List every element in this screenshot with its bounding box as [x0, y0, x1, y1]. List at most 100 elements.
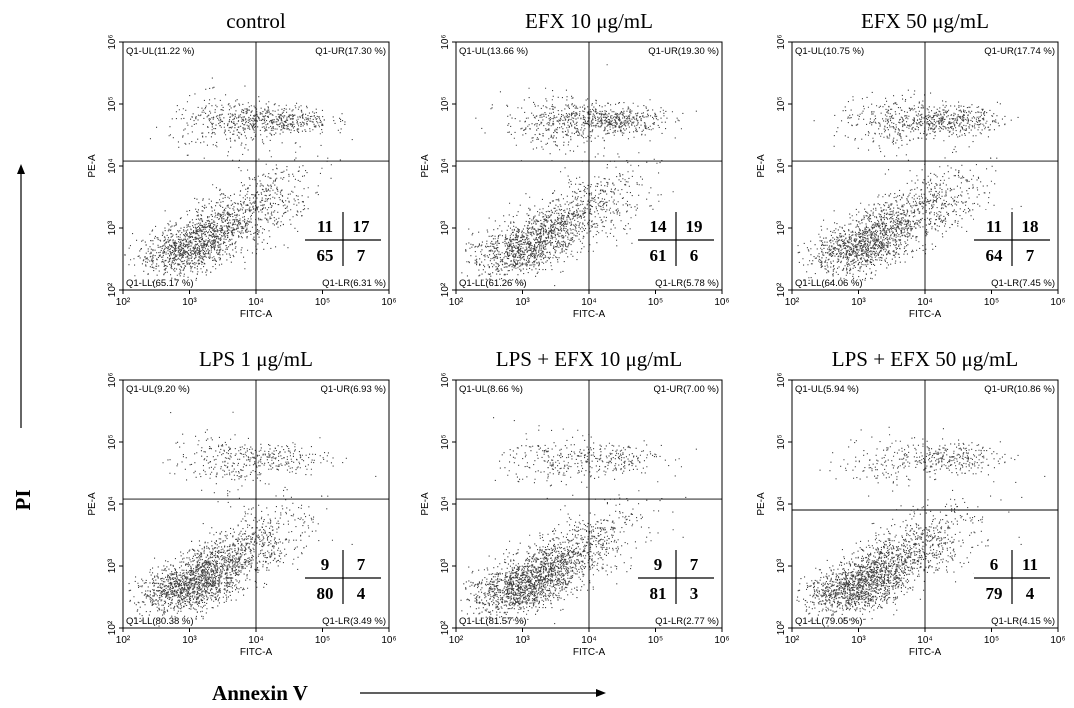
quadrant-label-ll: Q1-LL(80.38 %)	[126, 616, 194, 627]
y-tick-label: 10⁶	[440, 34, 451, 49]
quadrant-label-ur: Q1-UR(6.93 %)	[321, 384, 386, 395]
x-tick-label: 10⁵	[648, 635, 663, 646]
panel-title: EFX 10 μg/mL	[525, 9, 653, 33]
quadrant-label-ll: Q1-LL(64.06 %)	[795, 278, 863, 289]
quadrant-label-lr: Q1-LR(7.45 %)	[991, 278, 1055, 289]
quadrant-label-lr: Q1-LR(4.15 %)	[991, 616, 1055, 627]
y-tick-label: 10⁴	[776, 158, 787, 173]
y-tick-label: 10³	[776, 558, 787, 573]
x-tick-label: 10⁵	[984, 297, 999, 308]
y-axis-title: PE-A	[87, 154, 98, 178]
x-tick-label: 10²	[785, 297, 800, 308]
event-dots	[128, 411, 377, 627]
x-axis-arrowhead	[596, 689, 606, 697]
panel-title: LPS + EFX 10 μg/mL	[496, 347, 682, 371]
y-tick-label: 10³	[107, 558, 118, 573]
x-tick-label: 10⁵	[315, 635, 330, 646]
y-tick-label: 10⁶	[440, 372, 451, 387]
x-tick-label: 10²	[785, 635, 800, 646]
inset-value-ll: 64	[986, 246, 1004, 265]
x-axis-title: FITC-A	[240, 309, 273, 320]
y-tick-label: 10⁴	[776, 496, 787, 511]
y-axis-title: PE-A	[420, 154, 431, 178]
quadrant-label-ul: Q1-UL(13.66 %)	[459, 46, 528, 57]
y-axis-title: PE-A	[420, 492, 431, 516]
data-points	[128, 411, 377, 627]
inset-value-lr: 7	[1026, 246, 1035, 265]
x-tick-label: 10⁶	[1050, 635, 1065, 646]
inset-value-ll: 79	[986, 584, 1003, 603]
y-axis-title: PE-A	[756, 154, 767, 178]
y-tick-label: 10²	[107, 282, 118, 297]
quadrant-label-lr: Q1-LR(6.31 %)	[322, 278, 386, 289]
quadrant-label-ur: Q1-UR(17.74 %)	[984, 46, 1055, 57]
y-axis-label: PI	[11, 490, 35, 511]
x-tick-label: 10³	[515, 297, 530, 308]
y-axis-title: PE-A	[87, 492, 98, 516]
inset-table: 14 19 61 6	[638, 210, 714, 266]
inset-value-ll: 61	[650, 246, 667, 265]
y-tick-label: 10³	[440, 558, 451, 573]
panel-title: control	[226, 9, 286, 33]
x-tick-label: 10²	[449, 635, 464, 646]
y-tick-label: 10⁵	[107, 96, 118, 111]
y-axis-arrowhead	[17, 164, 25, 174]
y-tick-label: 10⁴	[440, 158, 451, 173]
inset-value-ur: 11	[1022, 555, 1038, 574]
inset-table: 9 7 81 3	[638, 548, 714, 604]
inset-value-ul: 9	[654, 555, 663, 574]
x-axis-title: FITC-A	[909, 309, 942, 320]
inset-value-lr: 4	[357, 584, 366, 603]
event-dots	[797, 89, 1022, 287]
quadrant-label-ur: Q1-UR(17.30 %)	[315, 46, 386, 57]
y-tick-label: 10⁴	[107, 158, 118, 173]
flow-panel-4: LPS 1 μg/mL 10² 10³ 10⁴ 10⁵ 10⁶ 10² 10³ 10⁴ 10⁵ 10…	[87, 347, 397, 658]
x-tick-label: 10³	[851, 635, 866, 646]
x-tick-label: 10⁵	[315, 297, 330, 308]
inset-value-ul: 6	[990, 555, 999, 574]
y-tick-label: 10⁵	[776, 96, 787, 111]
x-tick-label: 10³	[851, 297, 866, 308]
x-tick-label: 10⁴	[581, 635, 596, 646]
quadrant-label-ur: Q1-UR(7.00 %)	[654, 384, 719, 395]
x-tick-label: 10⁶	[1050, 297, 1065, 308]
y-tick-label: 10⁵	[776, 434, 787, 449]
y-tick-label: 10⁶	[107, 34, 118, 49]
inset-table: 6 11 79 4	[974, 548, 1050, 604]
quadrant-label-ur: Q1-UR(19.30 %)	[648, 46, 719, 57]
y-tick-label: 10⁶	[776, 34, 787, 49]
event-dots	[460, 417, 697, 625]
data-points	[460, 417, 697, 625]
quadrant-label-lr: Q1-LR(2.77 %)	[655, 616, 719, 627]
y-tick-label: 10⁵	[107, 434, 118, 449]
flow-panel-5: LPS + EFX 10 μg/mL 10² 10³ 10⁴ 10⁵ 10⁶ 10² 10³ 1…	[420, 347, 730, 658]
inset-value-ul: 11	[317, 217, 333, 236]
data-points	[797, 89, 1022, 287]
quadrant-label-ur: Q1-UR(10.86 %)	[984, 384, 1055, 395]
x-tick-label: 10²	[116, 635, 131, 646]
x-tick-label: 10⁶	[381, 297, 396, 308]
y-tick-label: 10²	[776, 620, 787, 635]
x-tick-label: 10⁴	[581, 297, 596, 308]
x-tick-label: 10⁴	[248, 635, 263, 646]
y-tick-label: 10³	[776, 220, 787, 235]
x-tick-label: 10³	[182, 297, 197, 308]
quadrant-label-ul: Q1-UL(11.22 %)	[126, 46, 194, 57]
quadrant-label-lr: Q1-LR(5.78 %)	[655, 278, 719, 289]
y-tick-label: 10²	[776, 282, 787, 297]
quadrant-label-ll: Q1-LL(81.57 %)	[459, 616, 527, 627]
flow-panel-2: EFX 10 μg/mL 10² 10³ 10⁴ 10⁵ 10⁶ 10² 10³ 10⁴ 10⁵ 1…	[420, 9, 730, 320]
y-tick-label: 10⁶	[776, 372, 787, 387]
x-tick-label: 10⁴	[917, 635, 932, 646]
panel-title: EFX 50 μg/mL	[861, 9, 989, 33]
quadrant-label-ul: Q1-UL(8.66 %)	[459, 384, 523, 395]
x-tick-label: 10⁶	[714, 297, 729, 308]
panels: control 10² 10³ 10⁴ 10⁵ 10⁶ 10² 10³ 10⁴ 10⁵ 10⁶ FIT…	[87, 9, 1066, 658]
flow-panel-1: control 10² 10³ 10⁴ 10⁵ 10⁶ 10² 10³ 10⁴ 10⁵ 10⁶ FIT…	[87, 9, 397, 320]
x-tick-label: 10⁶	[714, 635, 729, 646]
inset-table: 11 17 65 7	[305, 210, 381, 266]
inset-value-ll: 81	[650, 584, 667, 603]
y-tick-label: 10⁴	[107, 496, 118, 511]
flow-panel-6: LPS + EFX 50 μg/mL 10² 10³ 10⁴ 10⁵ 10⁶ 10² 10³ 1…	[756, 347, 1066, 658]
